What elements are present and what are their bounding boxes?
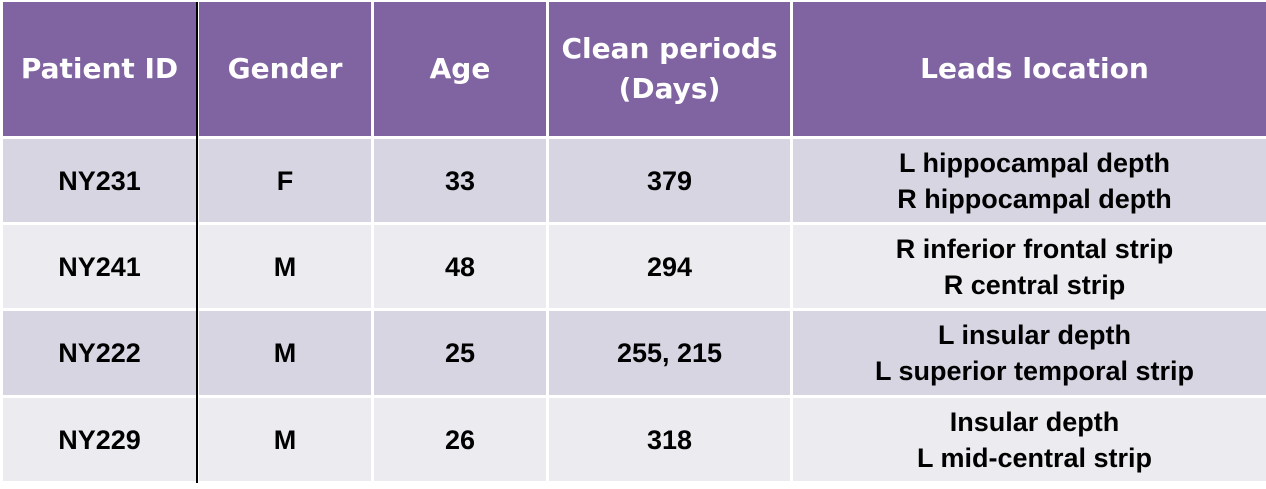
column-divider <box>196 2 198 483</box>
header-clean-periods-line1: Clean periods <box>561 32 778 65</box>
header-patient-id: Patient ID <box>3 2 196 136</box>
cell-clean-periods: 318 <box>549 398 790 481</box>
cell-age: 25 <box>374 311 546 395</box>
lead-line: L mid-central strip <box>916 442 1153 473</box>
header-age: Age <box>374 2 546 136</box>
cell-gender: F <box>199 139 371 222</box>
lead-line: Insular depth <box>949 406 1120 437</box>
cell-gender: M <box>199 398 371 481</box>
header-gender: Gender <box>199 2 371 136</box>
lead-line: L superior temporal strip <box>874 356 1195 386</box>
cell-age: 48 <box>374 225 546 308</box>
cell-clean-periods: 294 <box>549 225 790 308</box>
cell-leads-location: R inferior frontal strip R central strip <box>793 225 1266 308</box>
lead-line: L insular depth <box>937 320 1132 350</box>
patient-table: Patient ID Gender Age Clean periods (Day… <box>3 2 1266 481</box>
cell-patient-id: NY229 <box>3 398 196 481</box>
lead-line: R central strip <box>943 269 1126 300</box>
cell-leads-location: L hippocampal depth R hippocampal depth <box>793 139 1266 222</box>
cell-age: 33 <box>374 139 546 222</box>
cell-patient-id: NY222 <box>3 311 196 395</box>
cell-gender: M <box>199 225 371 308</box>
cell-gender: M <box>199 311 371 395</box>
lead-line: R hippocampal depth <box>897 183 1172 214</box>
cell-clean-periods: 255, 215 <box>549 311 790 395</box>
cell-leads-location: Insular depth L mid-central strip <box>793 398 1266 481</box>
cell-patient-id: NY241 <box>3 225 196 308</box>
header-clean-periods-line2: (Days) <box>618 72 721 105</box>
header-leads-location: Leads location <box>793 2 1266 136</box>
lead-line: R inferior frontal strip <box>895 233 1174 264</box>
cell-leads-location: L insular depth L superior temporal stri… <box>793 311 1266 395</box>
header-clean-periods: Clean periods (Days) <box>549 2 790 136</box>
cell-clean-periods: 379 <box>549 139 790 222</box>
cell-patient-id: NY231 <box>3 139 196 222</box>
lead-line: L hippocampal depth <box>898 147 1170 178</box>
cell-age: 26 <box>374 398 546 481</box>
